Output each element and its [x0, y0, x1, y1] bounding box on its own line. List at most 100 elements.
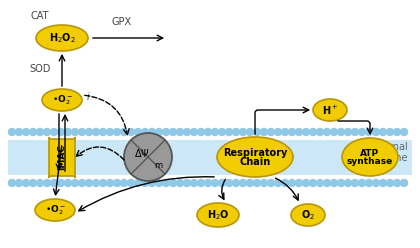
- Circle shape: [352, 128, 359, 135]
- Text: IMAC: IMAC: [58, 144, 66, 170]
- Text: H$_2$O: H$_2$O: [207, 208, 229, 222]
- Circle shape: [302, 180, 310, 186]
- Circle shape: [310, 180, 317, 186]
- Circle shape: [338, 180, 344, 186]
- Circle shape: [176, 128, 184, 135]
- Circle shape: [254, 180, 260, 186]
- Text: ATP: ATP: [360, 149, 380, 157]
- Circle shape: [121, 128, 128, 135]
- Circle shape: [155, 180, 163, 186]
- Circle shape: [268, 128, 275, 135]
- Circle shape: [58, 128, 65, 135]
- Text: CAT: CAT: [31, 11, 49, 21]
- Circle shape: [142, 128, 149, 135]
- Text: GPX: GPX: [112, 17, 132, 27]
- Circle shape: [401, 180, 407, 186]
- Circle shape: [8, 180, 16, 186]
- Text: i: i: [87, 92, 89, 102]
- Circle shape: [212, 128, 218, 135]
- Circle shape: [239, 180, 247, 186]
- Circle shape: [92, 180, 100, 186]
- Ellipse shape: [36, 25, 88, 51]
- Circle shape: [134, 180, 142, 186]
- Circle shape: [176, 180, 184, 186]
- Circle shape: [65, 180, 71, 186]
- Circle shape: [281, 180, 289, 186]
- Text: m: m: [154, 160, 162, 169]
- Text: H$^+$: H$^+$: [322, 103, 338, 117]
- Circle shape: [163, 128, 170, 135]
- Circle shape: [373, 180, 380, 186]
- Circle shape: [128, 128, 134, 135]
- Circle shape: [86, 128, 92, 135]
- Text: $\Delta\Psi$: $\Delta\Psi$: [134, 147, 150, 159]
- Circle shape: [394, 128, 401, 135]
- Circle shape: [380, 180, 386, 186]
- Circle shape: [170, 128, 176, 135]
- Circle shape: [218, 180, 226, 186]
- Circle shape: [163, 180, 170, 186]
- FancyBboxPatch shape: [49, 137, 75, 178]
- Circle shape: [8, 128, 16, 135]
- Text: Respiratory: Respiratory: [223, 148, 287, 158]
- Circle shape: [86, 180, 92, 186]
- Circle shape: [365, 128, 373, 135]
- Ellipse shape: [313, 99, 347, 121]
- Circle shape: [226, 128, 233, 135]
- Circle shape: [79, 128, 86, 135]
- Circle shape: [296, 180, 302, 186]
- Text: SOD: SOD: [29, 64, 51, 74]
- Circle shape: [124, 133, 172, 181]
- Circle shape: [310, 128, 317, 135]
- Circle shape: [184, 180, 191, 186]
- Circle shape: [380, 128, 386, 135]
- Circle shape: [29, 128, 37, 135]
- Circle shape: [205, 128, 212, 135]
- Circle shape: [365, 180, 373, 186]
- Circle shape: [296, 128, 302, 135]
- Circle shape: [359, 180, 365, 186]
- Ellipse shape: [197, 203, 239, 227]
- Circle shape: [113, 180, 121, 186]
- Circle shape: [191, 180, 197, 186]
- Circle shape: [29, 180, 37, 186]
- Circle shape: [92, 128, 100, 135]
- Circle shape: [184, 128, 191, 135]
- Circle shape: [218, 128, 226, 135]
- Circle shape: [149, 180, 155, 186]
- Ellipse shape: [291, 204, 325, 226]
- Circle shape: [23, 128, 29, 135]
- Circle shape: [149, 128, 155, 135]
- Circle shape: [50, 180, 58, 186]
- Circle shape: [100, 180, 107, 186]
- Ellipse shape: [35, 199, 75, 221]
- Circle shape: [247, 128, 254, 135]
- Circle shape: [233, 128, 239, 135]
- Circle shape: [275, 180, 281, 186]
- Circle shape: [128, 180, 134, 186]
- Circle shape: [100, 128, 107, 135]
- Circle shape: [107, 128, 113, 135]
- Text: O$_2$: O$_2$: [301, 208, 315, 222]
- Circle shape: [37, 180, 44, 186]
- Circle shape: [71, 180, 79, 186]
- Circle shape: [226, 180, 233, 186]
- Circle shape: [359, 128, 365, 135]
- Circle shape: [16, 180, 23, 186]
- Circle shape: [197, 128, 205, 135]
- Ellipse shape: [342, 138, 398, 176]
- Circle shape: [212, 180, 218, 186]
- Circle shape: [386, 180, 394, 186]
- Circle shape: [142, 180, 149, 186]
- Circle shape: [401, 128, 407, 135]
- Circle shape: [16, 128, 23, 135]
- Circle shape: [373, 128, 380, 135]
- Circle shape: [247, 180, 254, 186]
- Circle shape: [331, 128, 338, 135]
- Circle shape: [338, 128, 344, 135]
- Circle shape: [344, 128, 352, 135]
- Text: synthase: synthase: [347, 157, 393, 166]
- Circle shape: [233, 180, 239, 186]
- Circle shape: [394, 180, 401, 186]
- Circle shape: [386, 128, 394, 135]
